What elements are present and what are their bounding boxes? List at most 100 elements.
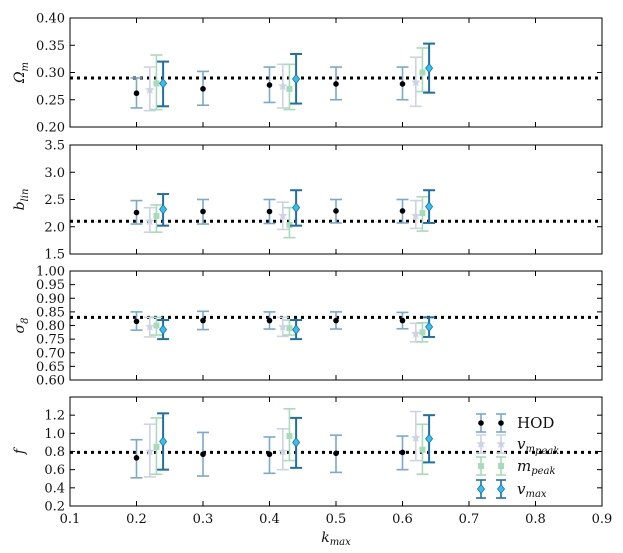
- point-mpeak: [153, 212, 160, 219]
- point-mpeak: [153, 443, 160, 450]
- y-tick-label: 0.25: [36, 93, 65, 108]
- point-vmax: [159, 436, 168, 447]
- x-tick-label: 0.7: [459, 512, 480, 527]
- x-tick-label: 0.4: [259, 512, 280, 527]
- x-tick-label: 0.6: [392, 512, 413, 527]
- x-tick-label: 0.8: [525, 512, 546, 527]
- point-hod: [333, 450, 339, 457]
- point-vmpeak: [411, 328, 421, 338]
- legend-label: vmax: [517, 480, 547, 500]
- point-mpeak: [419, 69, 426, 76]
- point-mpeak: [286, 85, 293, 92]
- point-hod: [399, 317, 406, 324]
- y-tick-label: 0.80: [36, 319, 65, 334]
- point-mpeak: [419, 210, 426, 217]
- y-tick-label: 0.75: [36, 333, 65, 348]
- point-hod: [333, 208, 339, 214]
- x-tick-label: 0.2: [126, 512, 147, 527]
- legend-entry-hod: HOD: [476, 413, 554, 433]
- x-tick-label: 0.1: [60, 512, 81, 527]
- point-vmpeak: [278, 321, 288, 331]
- y-tick-label: 0.60: [36, 374, 65, 389]
- legend-entry-mpeak: mpeak: [476, 456, 556, 477]
- legend-marker: [498, 420, 504, 426]
- point-vmpeak: [278, 210, 288, 220]
- y-tick-label: 2.5: [44, 193, 65, 208]
- point-vmax: [425, 201, 434, 212]
- y-tick-label: 2.0: [44, 220, 65, 235]
- point-mpeak: [419, 446, 426, 453]
- point-hod: [200, 86, 206, 92]
- point-hod: [266, 82, 273, 88]
- legend-entry-vmpeak: vmpeak: [476, 434, 559, 457]
- point-hod: [266, 451, 273, 458]
- point-vmpeak: [411, 210, 421, 220]
- legend-label: mpeak: [517, 457, 556, 477]
- y-tick-label: 1.5: [44, 248, 65, 263]
- point-vmpeak: [145, 84, 155, 94]
- y-tick-label: 0.65: [36, 360, 65, 375]
- point-hod: [200, 317, 206, 324]
- point-vmax: [292, 437, 301, 448]
- legend-label: HOD: [517, 414, 554, 432]
- y-tick-label: 0.85: [36, 305, 65, 320]
- point-hod: [399, 449, 406, 456]
- point-hod: [399, 208, 406, 214]
- panel-omega: 0.20 0.25 0.30 0.35 0.40 Ωm: [12, 12, 603, 136]
- point-mpeak: [286, 325, 293, 332]
- y-tick-label: 3.5: [44, 139, 65, 154]
- panels: 0.20 0.25 0.30 0.35 0.40 Ωm 1.5 2.0 2.5 3.0 3.5 bli…: [12, 12, 603, 515]
- point-vmpeak: [411, 77, 421, 87]
- x-axis-label: kmax: [321, 530, 351, 548]
- legend-marker: [496, 439, 506, 449]
- y-tick-label: 0.70: [36, 346, 65, 361]
- y-tick-label: 0.90: [36, 292, 65, 307]
- y-tick-label: 0.6: [44, 463, 65, 478]
- legend-marker: [478, 420, 484, 426]
- point-hod: [399, 81, 406, 87]
- legend-label: vmpeak: [517, 435, 559, 457]
- point-hod: [133, 318, 140, 325]
- point-vmax: [292, 324, 301, 335]
- point-vmax: [425, 62, 434, 74]
- y-tick-label: 0.8: [44, 445, 65, 460]
- panel-blin: 1.5 2.0 2.5 3.0 3.5 blin: [12, 139, 603, 263]
- point-vmpeak: [278, 81, 288, 91]
- point-hod: [133, 90, 140, 97]
- panel-f: 0.2 0.4 0.6 0.8 1.0 1.2 f: [12, 396, 603, 515]
- point-hod: [266, 208, 273, 215]
- point-mpeak: [153, 322, 160, 329]
- y-tick-label: 0.30: [36, 66, 65, 81]
- point-hod: [333, 81, 339, 87]
- point-vmax: [159, 324, 168, 335]
- point-hod: [200, 208, 206, 215]
- x-tick-label: 0.9: [592, 512, 613, 527]
- y-tick-label: 0.40: [36, 12, 65, 27]
- y-tick-label: 1.0: [44, 427, 65, 442]
- legend-marker: [476, 483, 486, 495]
- point-vmpeak: [278, 446, 288, 456]
- y-tick-label: 0.2: [44, 500, 65, 515]
- point-vmpeak: [145, 446, 155, 456]
- point-vmax: [425, 321, 434, 333]
- y-tick-label: 1.00: [36, 265, 65, 280]
- x-tick-label: 0.5: [326, 512, 347, 527]
- point-vmpeak: [145, 216, 155, 226]
- point-vmax: [159, 78, 168, 89]
- point-mpeak: [286, 222, 293, 229]
- point-vmax: [292, 73, 301, 85]
- y-tick-label: 0.20: [36, 121, 65, 136]
- x-axis: 0.1 0.2 0.3 0.4 0.5 0.6 0.7 0.8 0.9 kmax: [60, 512, 613, 548]
- point-vmax: [425, 433, 434, 444]
- point-hod: [133, 209, 140, 216]
- point-hod: [333, 317, 339, 324]
- point-vmax: [292, 202, 301, 213]
- legend-entry-vmax: vmax: [476, 479, 547, 500]
- y-tick-label: 0.4: [44, 481, 65, 496]
- y-axis-label: Ωm: [12, 62, 31, 84]
- legend-marker: [478, 463, 484, 469]
- point-hod: [200, 451, 206, 458]
- y-axis-label: blin: [12, 189, 31, 211]
